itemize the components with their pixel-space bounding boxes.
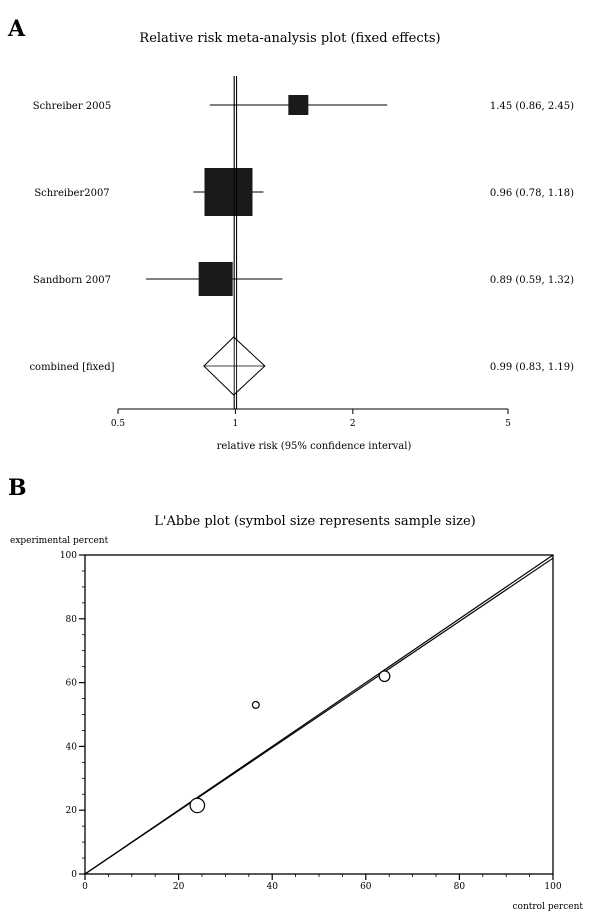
y-tick-label: 40 [66, 742, 78, 752]
forest-plot: Schreiber 2005 1.45 (0.86, 2.45) Schreiber… [29, 76, 574, 429]
labbe-plot: 0 20 40 60 80 100 0 20 40 60 80 100 [60, 551, 562, 892]
study-label: Schreiber 2005 [33, 101, 112, 112]
study-marker [198, 262, 233, 296]
x-tick-label: 20 [173, 882, 185, 892]
study-label: Sandborn 2007 [33, 275, 111, 286]
labbe-xlabel: control percent [512, 902, 583, 911]
x-tick-label: 0.5 [111, 419, 126, 429]
labbe-ylabel: experimental percent [10, 536, 109, 546]
y-tick-label: 20 [66, 806, 78, 816]
data-point [189, 797, 206, 814]
y-tick-label: 60 [66, 679, 78, 689]
study-label: Schreiber2007 [34, 188, 109, 199]
x-tick-label: 100 [544, 882, 561, 892]
y-tick-label: 80 [66, 615, 78, 625]
x-tick-label: 40 [266, 882, 278, 892]
y-tick-label: 100 [60, 551, 77, 561]
study-ci-text: 1.45 (0.86, 2.45) [490, 101, 574, 112]
study-marker [288, 95, 309, 115]
x-tick-label: 1 [233, 419, 239, 429]
reference-line [84, 557, 554, 875]
forest-title: Relative risk meta-analysis plot (fixed … [139, 31, 440, 46]
y-tick-label: 0 [71, 870, 77, 880]
x-tick-label: 0 [82, 882, 88, 892]
panel-b-letter: B [8, 475, 27, 501]
labbe-title: L'Abbe plot (symbol size represents samp… [154, 514, 475, 529]
study-marker [204, 168, 253, 216]
combined-ci-text: 0.99 (0.83, 1.19) [490, 362, 574, 373]
study-ci-text: 0.96 (0.78, 1.18) [490, 188, 574, 199]
forest-xlabel: relative risk (95% confidence interval) [217, 441, 412, 452]
panel-a-letter: A [7, 16, 26, 42]
x-tick-label: 60 [360, 882, 372, 892]
data-point [378, 670, 391, 683]
x-tick-label: 80 [454, 882, 466, 892]
x-tick-label: 2 [350, 419, 356, 429]
data-point [251, 700, 260, 709]
study-ci-text: 0.89 (0.59, 1.32) [490, 275, 574, 286]
combined-label: combined [fixed] [29, 362, 114, 373]
x-tick-label: 5 [505, 419, 511, 429]
